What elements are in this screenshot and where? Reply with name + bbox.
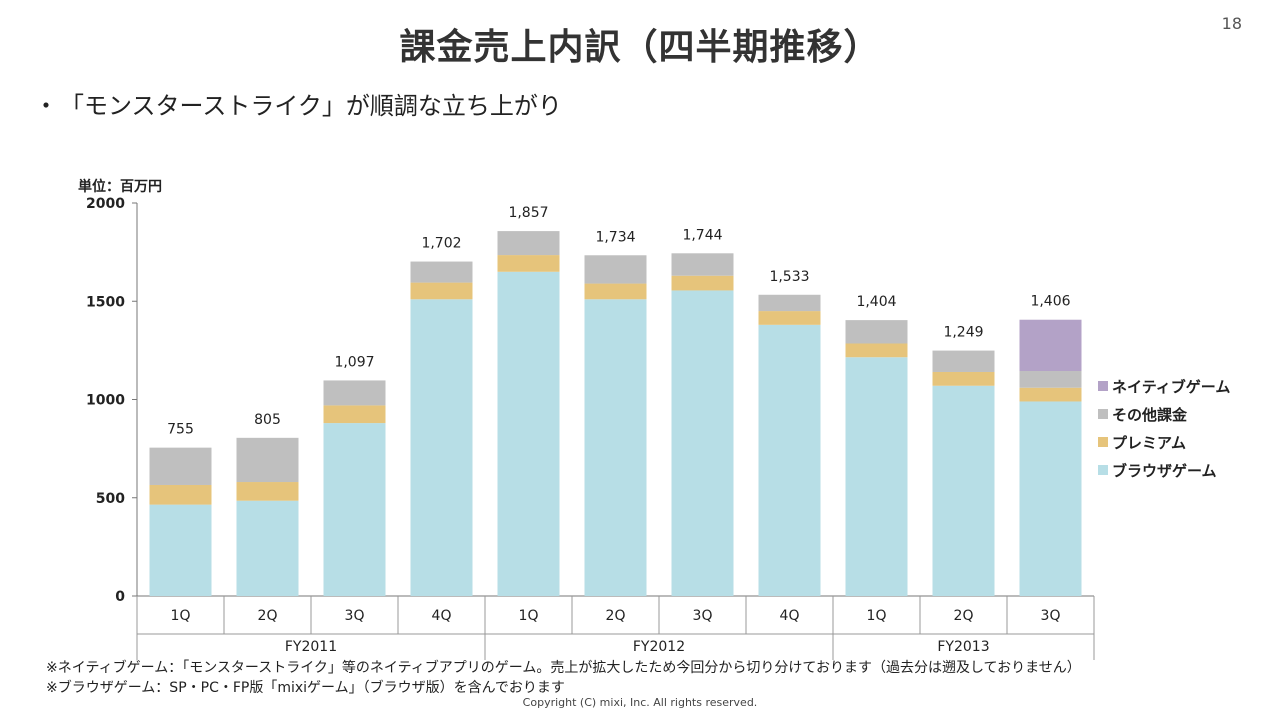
x-tick-label: 4Q [432, 608, 452, 624]
y-tick-label: 0 [115, 589, 125, 605]
bar-total-label: 1,702 [421, 236, 461, 252]
x-group-label: FY2013 [937, 639, 989, 655]
bar-segment [584, 299, 647, 596]
bar-segment [1019, 371, 1082, 388]
bullet-mark: ・ [34, 92, 58, 120]
footnote-native: ※ネイティブゲーム：「モンスターストライク」等のネイティブアプリのゲーム。売上が… [46, 660, 1081, 676]
bar-segment [671, 253, 734, 276]
footnotes: ※ネイティブゲーム：「モンスターストライク」等のネイティブアプリのゲーム。売上が… [46, 658, 1081, 698]
bar-segment [671, 275, 734, 291]
y-tick-label: 1500 [86, 294, 125, 310]
bar-segment [584, 283, 647, 300]
bar-segment [236, 482, 299, 501]
legend-item-other: その他課金 [1098, 400, 1230, 428]
bar-segment [758, 324, 821, 596]
bar-segment [497, 231, 560, 256]
bar-segment [758, 294, 821, 312]
bar-segment [149, 484, 212, 505]
copyright: Copyright (C) mixi, Inc. All rights rese… [522, 696, 758, 709]
x-tick-label: 4Q [780, 608, 800, 624]
legend-label-browser: ブラウザゲーム [1112, 461, 1217, 480]
bar-total-label: 755 [167, 422, 194, 438]
x-tick-label: 3Q [345, 608, 365, 624]
stacked-bar-chart: 0 500 1000 1500 2000 1Q 2Q 3Q 4Q 1Q 2Q 3Q 4Q 1Q 2Q 3Q FY… [86, 196, 1095, 660]
bar-segment [410, 299, 473, 596]
legend-item-native: ネイティブゲーム [1098, 372, 1230, 400]
bar-segment [1019, 387, 1082, 402]
x-tick-label: 2Q [954, 608, 974, 624]
bar-total-label: 1,406 [1030, 294, 1070, 310]
legend-label-other: その他課金 [1112, 405, 1188, 424]
bar-segment [323, 423, 386, 596]
x-group-label: FY2012 [633, 639, 685, 655]
bar-segment [758, 311, 821, 325]
bar-segment [845, 357, 908, 596]
bar-segment [1019, 401, 1082, 596]
legend-swatch-other [1098, 409, 1108, 419]
bar-segment [236, 500, 299, 596]
chart-legend: ネイティブゲーム その他課金 プレミアム ブラウザゲーム [1098, 372, 1230, 484]
bar-segment [323, 380, 386, 406]
bar-total-label: 1,744 [682, 227, 722, 243]
bar-segment [236, 437, 299, 483]
x-tick-label: 3Q [1041, 608, 1061, 624]
bar-segment [845, 343, 908, 358]
bar-segment [497, 271, 560, 596]
bar-segment [932, 385, 995, 596]
bar-segment [410, 261, 473, 283]
bar-segment [323, 405, 386, 424]
bar-segment [497, 255, 560, 272]
legend-label-native: ネイティブゲーム [1112, 377, 1231, 396]
bullet-point: ・「モンスターストライク」が順調な立ち上がり [34, 86, 562, 121]
unit-label: 単位：百万円 [78, 179, 162, 195]
legend-swatch-browser [1098, 465, 1108, 475]
page-number: 18 [1221, 14, 1242, 33]
y-tick-label: 1000 [86, 393, 125, 409]
legend-swatch-native [1098, 381, 1108, 391]
y-tick-label: 500 [96, 491, 125, 507]
legend-item-premium: プレミアム [1098, 428, 1230, 456]
x-tick-label: 2Q [606, 608, 626, 624]
bar-segment [149, 447, 212, 485]
bar-segment [149, 504, 212, 596]
bar-segment [845, 320, 908, 344]
bar-segment [671, 290, 734, 596]
bar-segment [584, 255, 647, 284]
x-group-label: FY2011 [285, 639, 337, 655]
bar-total-label: 1,404 [856, 294, 896, 310]
bar-segment [932, 371, 995, 386]
slide-title: 課金売上内訳（四半期推移） [399, 27, 881, 68]
x-tick-label: 2Q [258, 608, 278, 624]
bar-segment [1019, 319, 1082, 372]
footnote-browser: ※ブラウザゲーム：SP・PC・FP版「mixiゲーム」（ブラウザ版）を含んでおり… [46, 680, 565, 696]
bar-total-label: 1,533 [769, 269, 809, 285]
bar-total-label: 1,857 [508, 205, 548, 221]
bar-segment [410, 282, 473, 300]
legend-item-browser: ブラウザゲーム [1098, 456, 1230, 484]
x-tick-label: 1Q [867, 608, 887, 624]
bar-total-label: 1,734 [595, 229, 635, 245]
x-tick-label: 1Q [519, 608, 539, 624]
legend-swatch-premium [1098, 437, 1108, 447]
x-tick-label: 1Q [171, 608, 191, 624]
bar-total-label: 1,249 [943, 325, 983, 341]
bullet-text: 「モンスターストライク」が順調な立ち上がり [72, 92, 562, 120]
y-tick-label: 2000 [86, 196, 125, 212]
legend-label-premium: プレミアム [1112, 433, 1186, 452]
bar-total-label: 805 [254, 412, 281, 428]
bar-segment [932, 350, 995, 372]
bar-total-label: 1,097 [334, 354, 374, 370]
x-tick-label: 3Q [693, 608, 713, 624]
